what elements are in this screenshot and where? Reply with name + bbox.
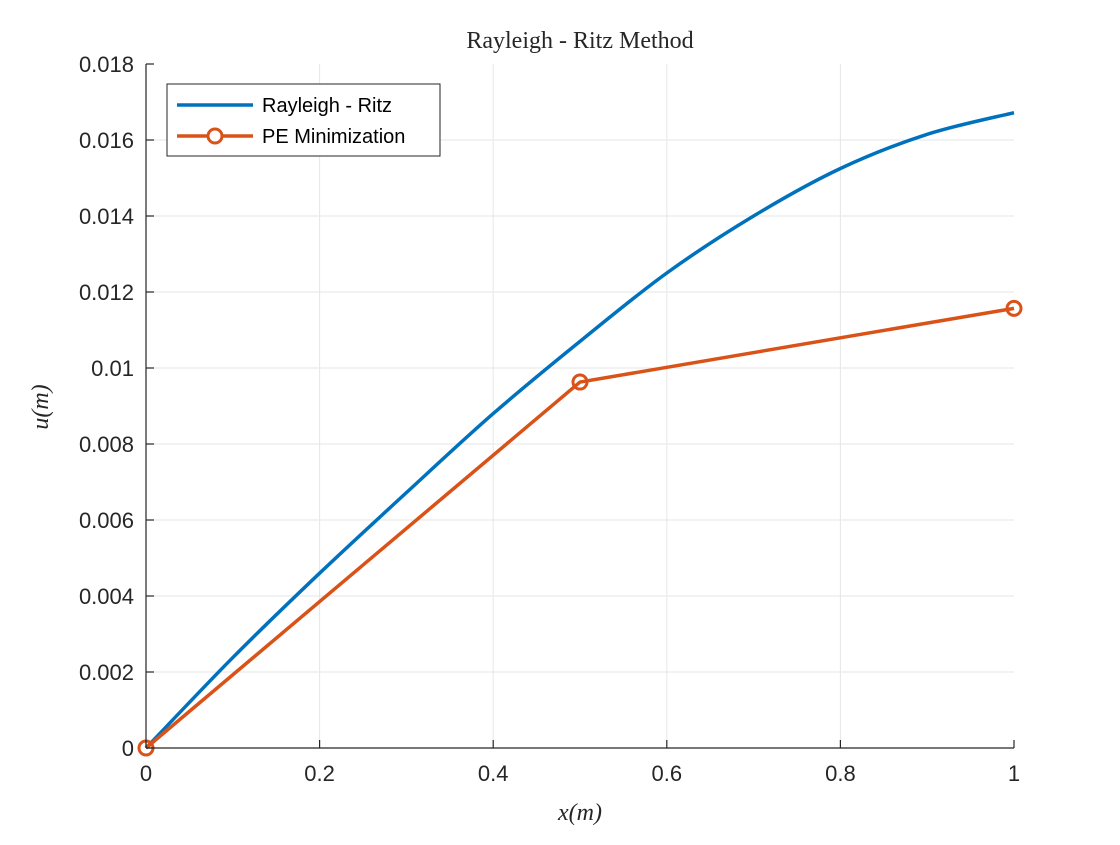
legend-marker bbox=[206, 127, 224, 145]
x-axis-label: x(m) bbox=[557, 800, 602, 826]
series-line-rayleigh-ritz bbox=[144, 110, 1015, 750]
x-tick-label: 0.4 bbox=[478, 761, 509, 786]
y-axis-label: u(m) bbox=[28, 384, 54, 429]
y-tick-label: 0.016 bbox=[79, 128, 134, 153]
y-tick-label: 0.004 bbox=[79, 584, 134, 609]
y-tick-label: 0.018 bbox=[79, 52, 134, 77]
legend-entry-label: PE Minimization bbox=[262, 126, 405, 148]
y-tick-label: 0.014 bbox=[79, 204, 134, 229]
legend-entry-label: Rayleigh - Ritz bbox=[262, 95, 392, 117]
y-tick-label: 0.01 bbox=[91, 356, 134, 381]
x-tick-label: 0.2 bbox=[304, 761, 335, 786]
grid bbox=[146, 64, 1014, 748]
series-marker-pe-minimization bbox=[571, 373, 589, 391]
series-marker-pe-minimization bbox=[1005, 299, 1023, 317]
y-tick-label: 0 bbox=[122, 736, 134, 761]
y-tick-label: 0.006 bbox=[79, 508, 134, 533]
chart-title: Rayleigh - Ritz Method bbox=[466, 28, 693, 54]
x-tick-label: 0 bbox=[140, 761, 152, 786]
x-tick-label: 0.8 bbox=[825, 761, 856, 786]
tick-labels: 0 0.2 0.4 0.6 0.8 1 0 0.002 0.004 0.006 0.008 0.01 0… bbox=[79, 52, 1020, 786]
plot-area bbox=[146, 64, 1014, 748]
y-tick-label: 0.008 bbox=[79, 432, 134, 457]
axes bbox=[145, 63, 1015, 749]
legend: Rayleigh - Ritz PE Minimization bbox=[166, 83, 441, 157]
series-line-pe-minimization bbox=[144, 306, 1015, 750]
y-tick-label: 0.002 bbox=[79, 660, 134, 685]
y-tick-label: 0.012 bbox=[79, 280, 134, 305]
x-tick-label: 0.6 bbox=[652, 761, 683, 786]
x-tick-label: 1 bbox=[1008, 761, 1020, 786]
